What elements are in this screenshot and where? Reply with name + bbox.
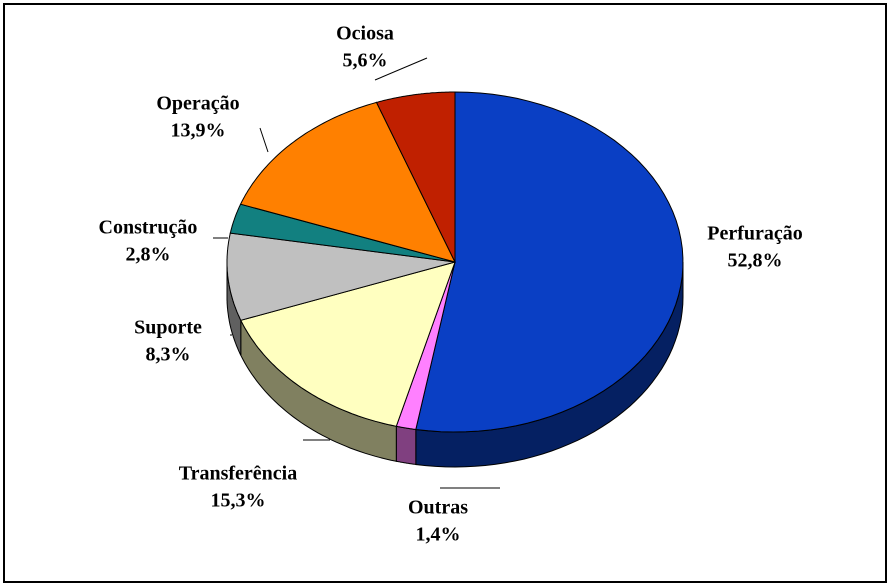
slice-label: Ociosa <box>336 23 394 45</box>
slice-label: Perfuração <box>707 223 803 245</box>
leader-line <box>259 127 269 153</box>
pie-slice <box>375 91 456 263</box>
pie-slice <box>229 203 456 263</box>
pie-slice <box>239 101 456 263</box>
slice-label: Operação <box>156 93 239 115</box>
pie-slice <box>415 91 684 433</box>
value-label: 5,6% <box>343 50 388 72</box>
slice-label: Transferência <box>179 463 298 485</box>
value-label: 8,3% <box>146 344 191 366</box>
leader-line <box>374 57 428 81</box>
slice-label: Suporte <box>134 317 202 339</box>
value-label: 15,3% <box>211 490 266 512</box>
slice-label: Outras <box>408 497 468 519</box>
pie-side <box>395 425 417 466</box>
value-label: 2,8% <box>126 244 171 266</box>
value-label: 52,8% <box>728 250 783 272</box>
pie-slice <box>240 261 456 427</box>
value-label: 13,9% <box>171 120 226 142</box>
slice-label: Construção <box>99 217 198 239</box>
value-label: 1,4% <box>416 524 461 546</box>
